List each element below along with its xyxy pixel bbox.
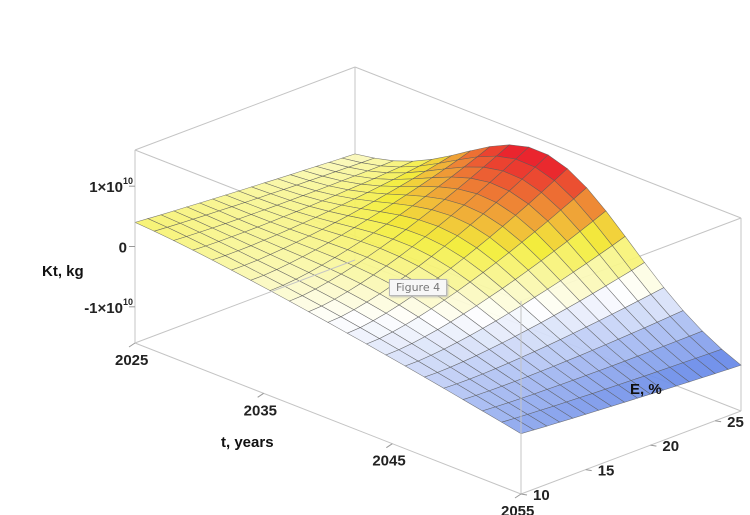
bounding-box-front <box>134 150 522 495</box>
x-tick-mark <box>514 493 522 499</box>
x-tick-mark <box>257 392 264 398</box>
box-edge <box>520 410 742 495</box>
y-tick-label: 10 <box>533 487 550 504</box>
box-edge <box>134 259 356 344</box>
surface-cell <box>501 418 535 434</box>
x-tick-mark <box>128 342 136 348</box>
figure-tooltip: Figure 4 <box>389 279 448 296</box>
y-tick-mark <box>520 493 528 496</box>
x-tick-label: 2035 <box>244 402 277 419</box>
x-tick-mark <box>386 443 393 449</box>
z-tick-label: 0 <box>119 240 127 257</box>
y-tick-label: 25 <box>727 414 744 431</box>
z-axis-label: Kt, kg <box>42 263 84 280</box>
box-edge <box>354 66 742 219</box>
box-edge <box>134 342 522 495</box>
y-tick-mark <box>585 469 592 472</box>
z-tick-label: -1×1010 <box>84 297 133 317</box>
x-tick-label: 2055 <box>501 503 534 515</box>
y-axis-label: E, % <box>630 381 662 398</box>
x-tick-label: 2045 <box>372 453 405 470</box>
surface-mesh <box>134 144 742 434</box>
y-tick-mark <box>715 420 722 423</box>
x-tick-label: 2025 <box>115 352 148 369</box>
y-tick-label: 20 <box>662 438 679 455</box>
box-edge <box>134 66 356 151</box>
z-tick-label: 1×1010 <box>89 176 133 196</box>
y-tick-label: 15 <box>598 463 615 480</box>
x-axis-label: t, years <box>221 434 274 451</box>
y-tick-mark <box>650 444 657 447</box>
